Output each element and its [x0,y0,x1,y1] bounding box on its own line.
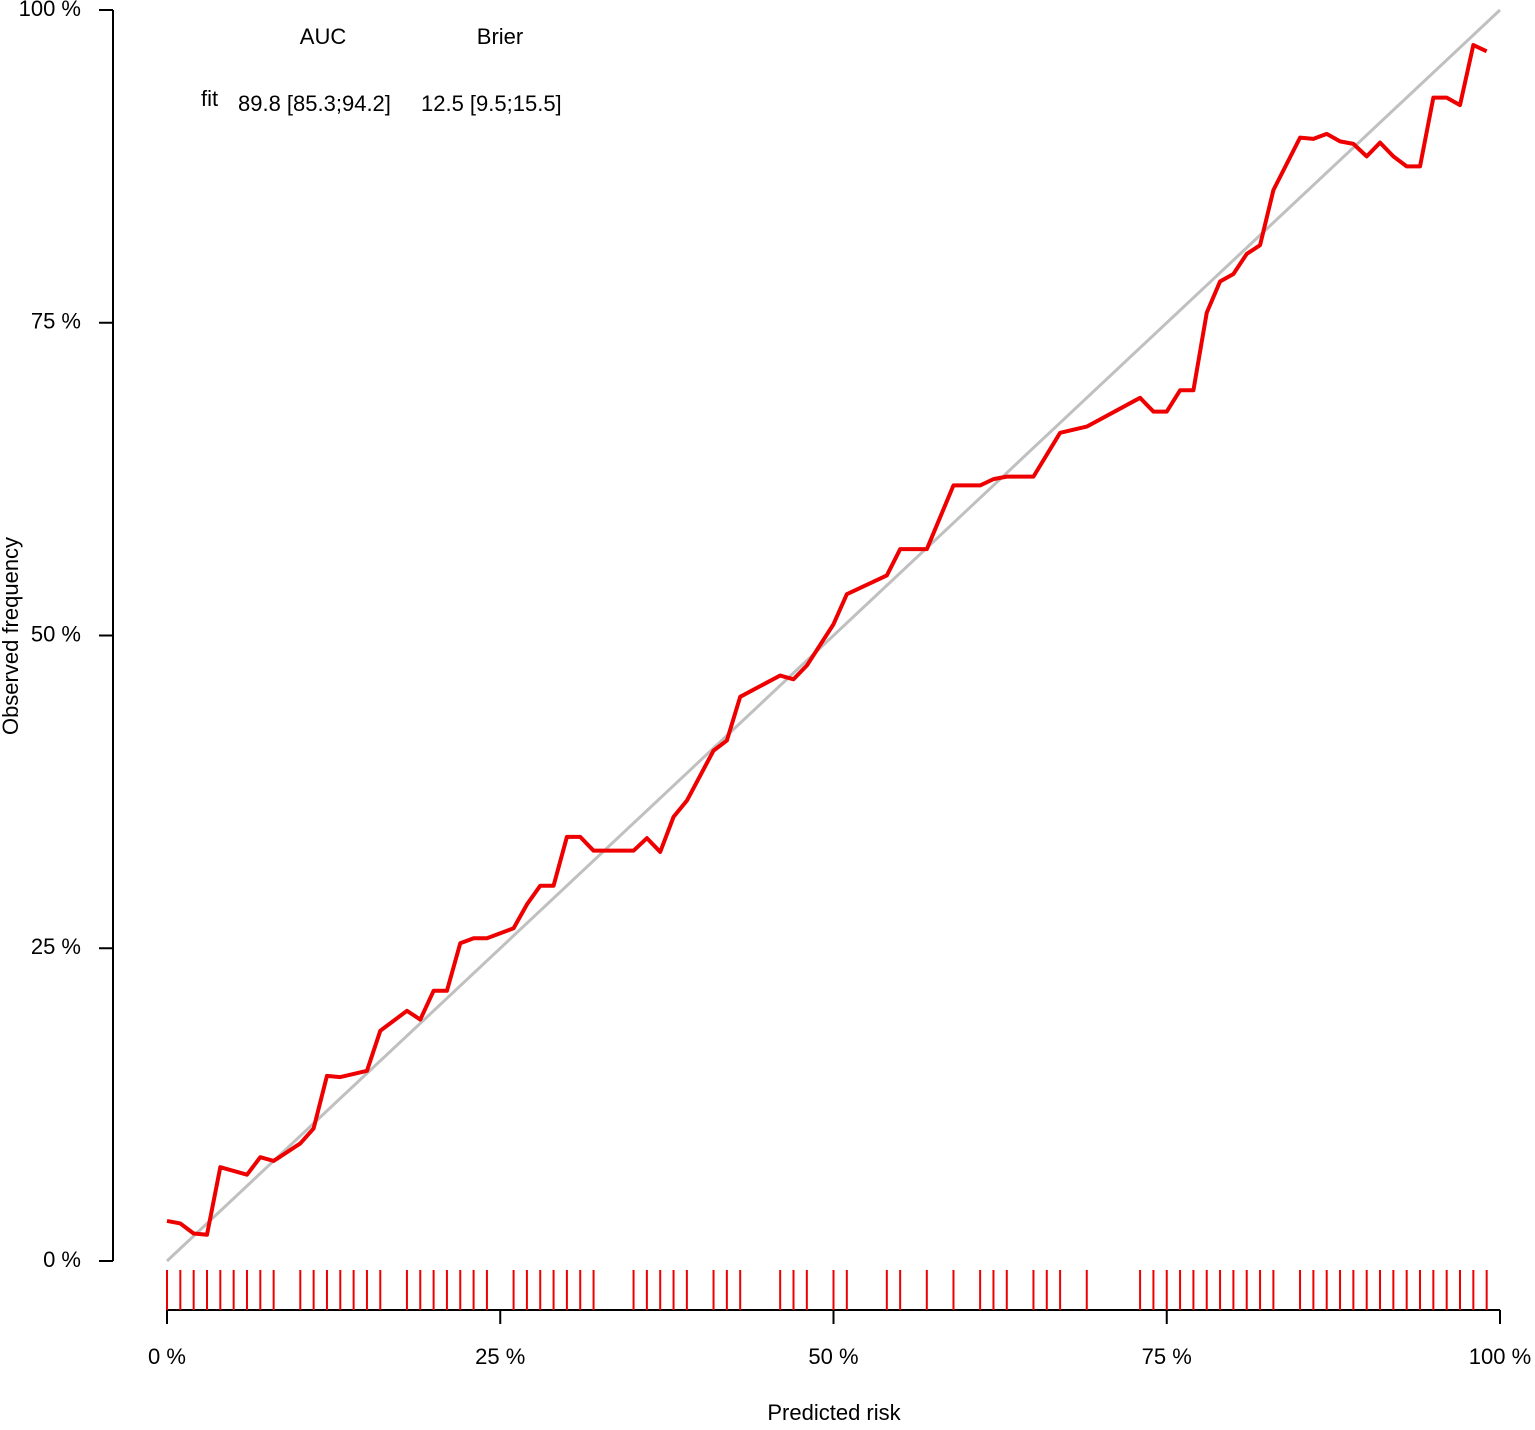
x-tick-label: 50 % [808,1344,858,1369]
y-tick-label: 100 % [19,0,81,21]
table-header: Brier [477,24,523,49]
x-tick-label: 25 % [475,1344,525,1369]
table-cell: 89.8 [85.3;94.2] [238,91,391,116]
y-tick-label: 25 % [31,934,81,959]
table-header: AUC [300,24,347,49]
table-cell: 12.5 [9.5;15.5] [421,91,562,116]
y-tick-label: 75 % [31,309,81,334]
reference-line [165,8,1502,1263]
table-row-label: fit [201,86,218,111]
calibration-line [166,43,1488,1237]
y-axis-label: Observed frequency [0,537,23,735]
x-tick-label: 75 % [1142,1344,1192,1369]
y-tick-label: 0 % [43,1247,81,1272]
x-tick-label: 0 % [148,1344,186,1369]
x-tick-label: 100 % [1469,1344,1531,1369]
x-axis-label: Predicted risk [767,1400,901,1425]
y-tick-label: 50 % [31,621,81,646]
